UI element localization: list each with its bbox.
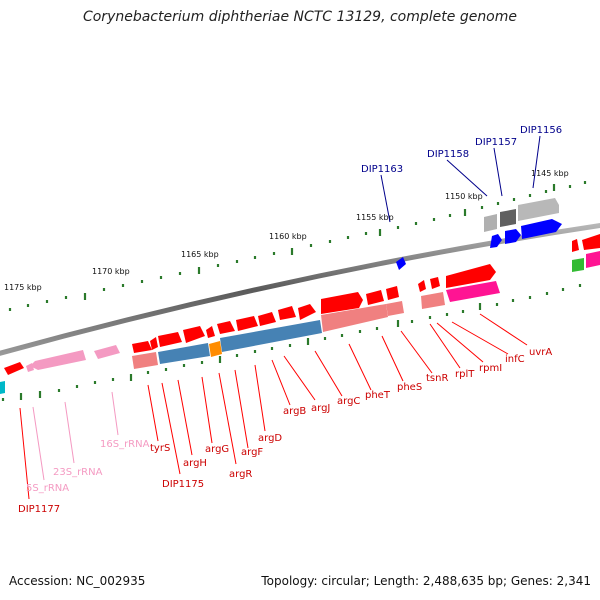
gene-label-5s-rrna: 5S_rRNA <box>26 483 69 494</box>
gene-label-uvra: uvrA <box>529 347 552 358</box>
cds-feature <box>396 257 406 270</box>
rrna-feature <box>26 363 34 372</box>
bottom-label-leaders <box>19 313 528 500</box>
cds-feature <box>572 258 584 272</box>
gene-label-argj: argJ <box>311 403 330 414</box>
cds-feature <box>4 362 24 375</box>
outer-feature-track <box>396 198 562 270</box>
cds-feature <box>258 312 276 326</box>
cds-feature <box>158 332 182 347</box>
rrna-feature <box>30 350 86 370</box>
cds-feature <box>321 304 388 332</box>
gene-label-argb: argB <box>283 406 306 417</box>
cds-feature <box>386 286 399 300</box>
cds-feature <box>321 292 363 314</box>
gene-label-argf: argF <box>241 447 263 458</box>
rrna-features <box>26 345 120 372</box>
gene-label-16s-rrna: 16S_rRNA <box>100 439 150 450</box>
cds-feature <box>500 209 516 227</box>
cds-feature <box>386 301 404 316</box>
top-label-leaders <box>380 135 541 223</box>
gene-label-dip1158: DIP1158 <box>427 149 469 160</box>
cds-feature <box>582 234 600 250</box>
gene-label-dip1177: DIP1177 <box>18 504 60 515</box>
gene-label-argh: argH <box>183 458 207 469</box>
cds-feature <box>132 352 158 369</box>
gene-label-dip1175: DIP1175 <box>162 479 204 490</box>
cds-feature <box>132 341 152 353</box>
reverse-strand-track <box>0 251 600 394</box>
gene-label-argc: argC <box>337 396 360 407</box>
cds-feature <box>490 234 502 248</box>
rrna-feature <box>94 345 120 359</box>
cds-feature <box>158 343 210 364</box>
accession-label: Accession: NC_002935 <box>9 574 146 588</box>
gene-label-phet: pheT <box>365 390 391 401</box>
scale-label-1160: 1160 kbp <box>269 232 307 241</box>
cds-feature <box>278 306 296 320</box>
forward-strand-track <box>4 234 600 375</box>
scale-label-1165: 1165 kbp <box>181 250 219 259</box>
cds-feature <box>521 219 562 239</box>
gene-label-dip1157: DIP1157 <box>475 137 517 148</box>
outer-scale-track <box>8 181 587 311</box>
cds-feature <box>209 341 222 357</box>
scale-label-1150: 1150 kbp <box>445 192 483 201</box>
gene-label-argg: argG <box>205 444 229 455</box>
cds-feature <box>298 304 316 320</box>
gene-label-dip1163: DIP1163 <box>361 164 403 175</box>
cds-feature <box>206 326 215 338</box>
gene-label-23s-rrna: 23S_rRNA <box>53 467 103 478</box>
map-title: Corynebacterium diphtheriae NCTC 13129, … <box>82 9 518 25</box>
cds-feature <box>572 239 579 252</box>
gene-label-phes: pheS <box>397 382 422 393</box>
cds-feature <box>0 381 5 394</box>
cds-feature <box>418 280 426 292</box>
gene-label-tsnr: tsnR <box>426 373 448 384</box>
cds-feature <box>430 277 440 289</box>
scale-label-1155: 1155 kbp <box>356 213 394 222</box>
scale-label-1175: 1175 kbp <box>4 283 42 292</box>
gene-label-tyrs: tyrS <box>150 443 170 454</box>
cds-feature <box>150 337 158 350</box>
rrna-label-leaders <box>32 391 119 481</box>
cds-feature <box>183 326 205 343</box>
gene-label-infc: infC <box>505 354 525 365</box>
gene-label-argd: argD <box>258 433 282 444</box>
cds-feature <box>484 214 497 232</box>
gene-label-dip1156: DIP1156 <box>520 125 562 136</box>
genome-stats-label: Topology: circular; Length: 2,488,635 bp… <box>261 574 591 588</box>
cds-feature <box>366 290 384 305</box>
cds-feature <box>446 264 496 288</box>
cds-feature <box>220 320 322 352</box>
cds-feature <box>217 321 235 334</box>
cds-feature <box>586 251 600 268</box>
inner-scale-track <box>1 284 582 401</box>
cds-feature <box>518 198 559 221</box>
gene-label-rplt: rplT <box>455 369 475 380</box>
cds-feature <box>505 229 521 244</box>
cds-feature <box>446 281 500 302</box>
gene-label-argr: argR <box>229 469 252 480</box>
cds-feature <box>236 316 258 331</box>
scale-label-1170: 1170 kbp <box>92 267 130 276</box>
gene-label-rpmi: rpmI <box>479 363 502 374</box>
cds-feature <box>421 292 445 309</box>
scale-label-1145: 1145 kbp <box>531 169 569 178</box>
